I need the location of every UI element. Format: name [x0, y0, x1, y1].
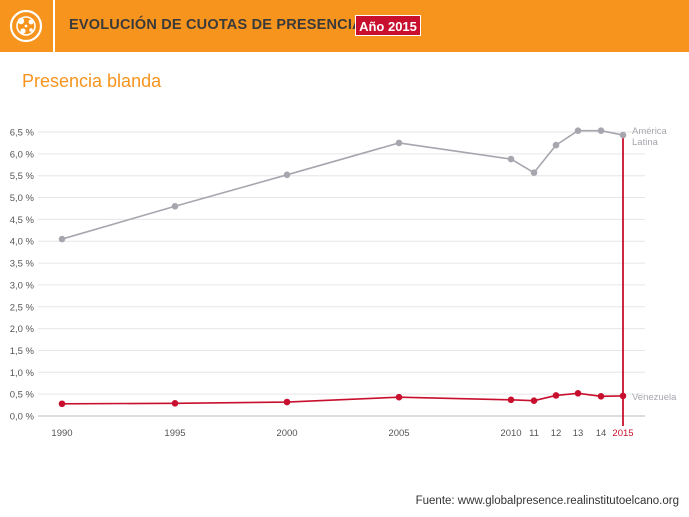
data-point — [619, 131, 627, 139]
year-selector-button[interactable]: Año 2015 — [355, 15, 421, 36]
y-tick-label: 6,0 % — [10, 149, 35, 160]
series-line-venezuela — [61, 392, 624, 405]
data-point — [530, 397, 538, 405]
data-point — [597, 393, 605, 400]
data-point — [552, 392, 560, 399]
data-point — [283, 398, 291, 406]
globe-dots-icon — [9, 9, 43, 43]
chart-subtitle: Presencia blanda — [22, 71, 162, 91]
data-point — [552, 141, 560, 149]
header-divider — [53, 0, 55, 52]
data-point — [171, 400, 179, 407]
y-tick-label: 3,0 % — [10, 280, 35, 291]
y-tick-label: 3,5 % — [10, 259, 35, 270]
x-tick-label: 11 — [529, 428, 539, 439]
source-note: Fuente: www.globalpresence.realinstituto… — [415, 495, 679, 507]
data-point — [395, 393, 403, 401]
data-point — [395, 139, 403, 147]
y-tick-label: 5,5 % — [10, 171, 35, 182]
y-tick-label: 1,5 % — [10, 346, 35, 357]
y-tick-label: 2,5 % — [10, 302, 35, 313]
data-point — [530, 169, 538, 176]
y-tick-label: 5,0 % — [10, 193, 35, 204]
x-tick-label: 2015 — [612, 428, 633, 439]
x-tick-label: 2000 — [276, 428, 297, 439]
y-tick-label: 0,5 % — [10, 390, 35, 401]
data-point — [507, 155, 515, 163]
y-tick-label: 4,5 % — [10, 215, 35, 226]
x-tick-label: 14 — [596, 428, 607, 439]
data-point — [58, 400, 66, 408]
data-point — [619, 392, 627, 400]
logo — [0, 0, 52, 52]
data-point — [171, 202, 179, 210]
x-tick-label: 13 — [573, 428, 584, 439]
page-title: EVOLUCIÓN DE CUOTAS DE PRESENCIA — [69, 17, 363, 33]
y-tick-label: 2,0 % — [10, 324, 35, 335]
data-point — [58, 235, 66, 243]
x-tick-label: 1995 — [164, 428, 185, 439]
series-line-america-latina — [61, 129, 624, 240]
data-point — [597, 127, 605, 134]
y-tick-label: 1,0 % — [10, 368, 35, 379]
series-label: Venezuela — [632, 392, 677, 403]
y-tick-label: 4,0 % — [10, 237, 35, 248]
y-tick-label: 0,0 % — [10, 412, 35, 423]
data-point — [283, 171, 291, 179]
series-label: Latina — [632, 137, 659, 148]
series-label: América — [632, 126, 668, 137]
x-tick-label: 1990 — [51, 428, 72, 439]
data-point — [507, 396, 515, 404]
x-tick-label: 2010 — [500, 428, 521, 439]
x-tick-label: 12 — [551, 428, 562, 439]
data-point — [574, 127, 582, 134]
x-tick-label: 2005 — [388, 428, 409, 439]
header-bar: EVOLUCIÓN DE CUOTAS DE PRESENCIA Año 201… — [0, 0, 689, 52]
data-point — [574, 389, 582, 397]
y-tick-label: 6,5 % — [10, 128, 35, 139]
